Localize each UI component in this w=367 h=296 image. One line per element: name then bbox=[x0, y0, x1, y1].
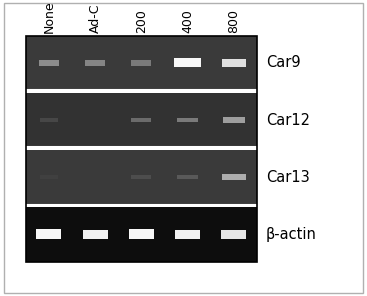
Bar bbox=[131, 175, 151, 179]
Text: β-actin: β-actin bbox=[266, 227, 317, 242]
Text: 200: 200 bbox=[135, 9, 148, 33]
Text: Car13: Car13 bbox=[266, 170, 310, 185]
Bar bbox=[26, 36, 257, 262]
Bar bbox=[177, 118, 197, 122]
Bar bbox=[129, 229, 154, 239]
Text: Car12: Car12 bbox=[266, 112, 310, 128]
Bar bbox=[26, 150, 257, 205]
Bar bbox=[39, 59, 59, 66]
Bar bbox=[222, 174, 246, 180]
Bar bbox=[177, 175, 197, 179]
Bar bbox=[40, 175, 58, 179]
Bar bbox=[40, 118, 58, 122]
Bar bbox=[36, 229, 61, 239]
Bar bbox=[221, 230, 246, 239]
Bar bbox=[222, 59, 246, 67]
Bar bbox=[131, 59, 151, 66]
Bar bbox=[26, 36, 257, 90]
Bar bbox=[223, 117, 245, 123]
Text: Car9: Car9 bbox=[266, 55, 301, 70]
Text: Ad-C: Ad-C bbox=[88, 3, 102, 33]
Bar bbox=[175, 230, 200, 239]
Bar bbox=[85, 59, 105, 66]
Bar bbox=[174, 58, 201, 67]
Text: 400: 400 bbox=[181, 9, 194, 33]
Bar bbox=[83, 230, 108, 239]
Bar bbox=[131, 118, 151, 122]
Text: 800: 800 bbox=[227, 9, 240, 33]
Bar bbox=[26, 207, 257, 262]
Bar bbox=[26, 93, 257, 147]
Text: None: None bbox=[42, 0, 55, 33]
